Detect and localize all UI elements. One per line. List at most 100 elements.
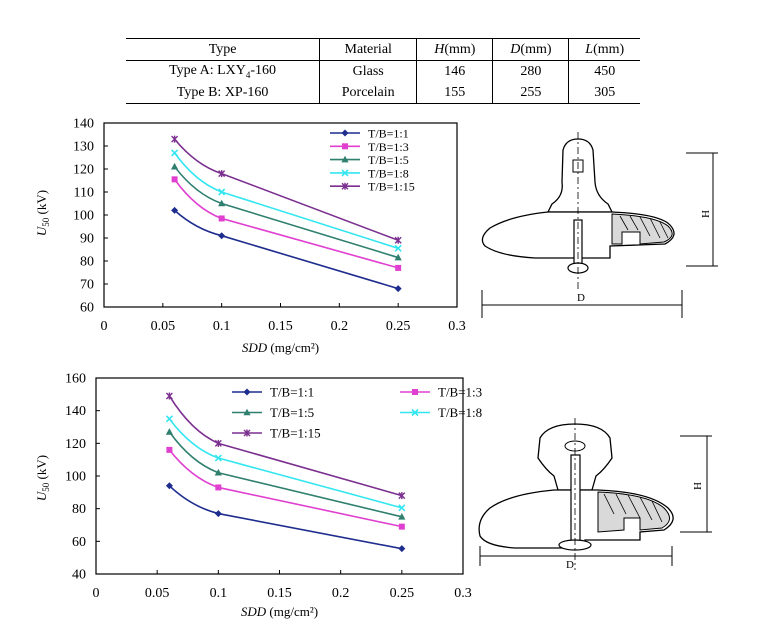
legend-item: T/B=1:3 — [330, 140, 409, 154]
data-point — [171, 206, 179, 214]
cell-type: Type B: XP-160 — [126, 82, 321, 104]
x-tick-label: 0.3 — [454, 586, 472, 601]
y-tick-label: 140 — [73, 117, 94, 132]
series-T/B=1:15 — [165, 392, 406, 500]
legend-marker — [243, 408, 251, 416]
data-point — [398, 492, 406, 500]
table-row: Type B: XP-160 Porcelain 155 255 305 — [126, 82, 640, 104]
data-point — [395, 264, 402, 271]
x-axis-label-unit: (mg/cm²) — [267, 340, 319, 355]
series-T/B=1:5 — [165, 428, 406, 520]
series-T/B=1:1 — [171, 206, 402, 293]
data-point — [394, 253, 402, 261]
diameter-label: D — [577, 292, 585, 304]
series-T/B=1:3 — [171, 176, 402, 271]
legend-marker — [411, 408, 419, 417]
y-axis-label-unit: (kV) — [34, 455, 49, 483]
x-axis-label: SDD (mg/cm²) — [241, 604, 318, 619]
y-axis-label-unit: (kV) — [34, 190, 49, 218]
y-tick-label: 90 — [80, 232, 94, 247]
series-T/B=1:15 — [171, 135, 402, 244]
insulator-b-hatch — [597, 491, 670, 533]
y-tick-label: 40 — [72, 568, 86, 583]
data-point — [214, 468, 222, 476]
x-axis-label: SDD (mg/cm²) — [242, 340, 319, 355]
data-point — [171, 162, 179, 170]
insulator-b-pin — [570, 454, 581, 542]
data-point — [398, 504, 406, 512]
chart-1: 60 70 80 90 100 110 120 130 140 0 0.05 0.1 0.15 0.2 0.… — [34, 117, 466, 356]
legend-marker — [243, 429, 251, 437]
header-type: Type — [126, 38, 321, 61]
x-tick-label: 0.2 — [332, 586, 350, 601]
legend-marker — [341, 182, 349, 190]
header-h: H(mm) — [416, 38, 494, 61]
legend-item: T/B=1:5 — [232, 405, 314, 420]
header-d: D(mm) — [492, 38, 570, 61]
legend-label: T/B=1:1 — [270, 385, 314, 400]
insulator-a-hatch — [611, 213, 673, 245]
y-axis-label-var: U — [34, 225, 49, 236]
legend-item: T/B=1:15 — [232, 426, 321, 441]
y-axis-label-sub: 50 — [41, 217, 51, 227]
y-tick-label: 130 — [73, 140, 94, 155]
insulator-diagram-b: H D — [478, 418, 712, 571]
data-point — [166, 446, 173, 453]
x-axis-label-var: SDD — [241, 604, 267, 619]
y-tick-label: 100 — [73, 209, 94, 224]
legend-label: T/B=1:1 — [368, 127, 409, 141]
data-point — [218, 170, 226, 178]
legend-item: T/B=1:8 — [400, 405, 482, 420]
header-material: Material — [319, 38, 418, 61]
y-tick-label: 70 — [80, 278, 94, 293]
x-tick-label: 0.25 — [390, 586, 415, 601]
insulator-table: Type Material H(mm) D(mm) L(mm) Type A: … — [126, 38, 640, 104]
legend-label: T/B=1:5 — [368, 153, 409, 167]
data-point — [394, 244, 402, 252]
x-tick-label: 0.15 — [267, 586, 292, 601]
x-tick-label: 0 — [93, 586, 100, 601]
x-tick-label: 0.2 — [331, 319, 349, 334]
legend-marker — [243, 388, 251, 396]
plot-area — [103, 122, 458, 308]
legend-label: T/B=1:3 — [438, 385, 482, 400]
data-point — [218, 232, 226, 240]
x-tick-label: 0.25 — [386, 319, 411, 334]
height-label: H — [691, 482, 703, 490]
legend-marker — [342, 143, 348, 150]
cell-material: Glass — [319, 60, 418, 82]
insulator-a-hatch-lines — [619, 215, 669, 239]
legend-marker — [341, 155, 349, 163]
data-point — [165, 482, 173, 490]
y-axis-label: U50 (kV) — [34, 190, 51, 236]
table-row: Type A: LXY4-160 Glass 146 280 450 — [126, 60, 640, 82]
legend-marker — [412, 389, 418, 395]
data-point — [394, 236, 402, 244]
series-T/B=1:5 — [171, 162, 402, 261]
x-tick-label: 0.1 — [210, 586, 228, 601]
cell-l: 450 — [594, 63, 616, 79]
y-axis-label: U50 (kV) — [34, 455, 51, 501]
legend-label: T/B=1:15 — [270, 426, 321, 441]
data-point — [165, 392, 173, 400]
legend-marker — [341, 129, 349, 137]
data-point — [165, 415, 173, 423]
legend-label: T/B=1:15 — [368, 180, 415, 194]
y-tick-label: 80 — [72, 502, 86, 517]
cell-d: 255 — [492, 82, 570, 104]
data-point — [398, 523, 405, 530]
x-tick-label: 0.3 — [448, 319, 466, 334]
cell-material: Porcelain — [319, 82, 418, 104]
cell-type: Type A: LXY4-160 — [126, 60, 321, 82]
y-tick-label: 160 — [65, 372, 86, 387]
header-l: L(mm) — [568, 38, 640, 61]
y-tick-label: 60 — [72, 535, 86, 550]
diameter-label: D — [566, 559, 574, 571]
insulator-b-hatch-lines — [603, 493, 663, 523]
data-point — [398, 513, 406, 520]
y-axis-label-sub: 50 — [41, 482, 51, 492]
series-T/B=1:3 — [166, 446, 405, 530]
cell-d: 280 — [492, 60, 570, 82]
legend-item: T/B=1:5 — [330, 153, 409, 167]
